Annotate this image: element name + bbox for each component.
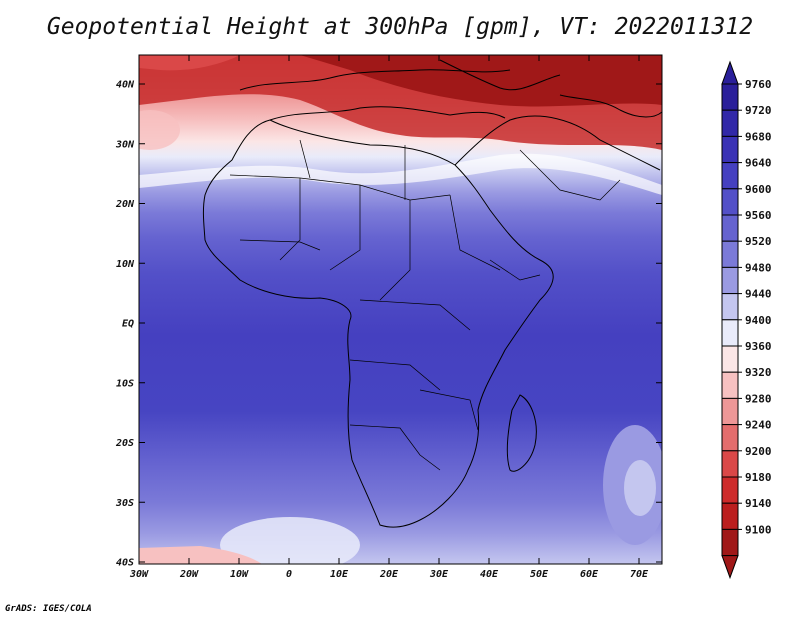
- border-chad: [379, 200, 411, 301]
- lat-tick-label: 30S: [115, 498, 134, 509]
- lon-tick-label: 0: [286, 569, 292, 580]
- colorbar-label: 9440: [745, 288, 772, 301]
- colorbar-label: 9180: [745, 471, 772, 484]
- colorbar-label: 9560: [745, 209, 772, 222]
- border-congo: [359, 299, 471, 331]
- longitude-ticks: 30W 20W 10W 0 10E 20E 30E 40E 50E 60E 70E: [129, 55, 649, 580]
- colorbar-swatch: [721, 424, 739, 452]
- colorbar-swatch: [721, 397, 739, 426]
- colorbar-swatch: [721, 214, 739, 242]
- colorbar-swatch: [721, 83, 739, 111]
- lat-tick-label: 20N: [115, 199, 135, 210]
- lat-tick-label: EQ: [122, 319, 134, 330]
- madagascar-outline: [506, 394, 537, 472]
- lon-tick-label: 40E: [480, 569, 499, 580]
- border-mozambique: [419, 389, 479, 431]
- border-algeria-tunisia: [299, 139, 311, 179]
- southeast-ridge-core: [624, 460, 656, 516]
- colorbar-label: 9100: [745, 523, 772, 536]
- colorbar-swatch: [721, 240, 739, 268]
- colorbar-swatch: [721, 502, 739, 530]
- colorbar-swatch: [721, 293, 739, 321]
- colorbar-label: 9600: [745, 183, 772, 196]
- border-angola: [349, 359, 441, 391]
- colorbar-label: 9520: [745, 235, 772, 248]
- colorbar-label: 9320: [745, 366, 772, 379]
- lat-tick-label: 10N: [116, 259, 135, 270]
- mediterranean-south: [269, 106, 506, 121]
- black-sea: [439, 59, 561, 91]
- south-atlantic-white: [220, 517, 360, 564]
- colorbar-label: 9680: [745, 130, 772, 143]
- asia-coast: [559, 94, 662, 118]
- border-west-africa: [239, 239, 321, 251]
- lon-tick-label: 10E: [330, 569, 349, 580]
- colorbar-label: 9400: [745, 314, 772, 327]
- lat-tick-label: 40S: [116, 558, 134, 569]
- africa-outline: [202, 119, 554, 528]
- lat-tick-label: 40N: [116, 80, 135, 91]
- mediterranean-north: [239, 69, 511, 91]
- latitude-ticks: 40N 30N 20N 10N EQ 10S 20S 30S 40S: [115, 80, 662, 569]
- credit-text: GrADS: IGES/COLA: [5, 604, 92, 614]
- colorbar-label: 9720: [745, 104, 772, 117]
- plot-frame: [138, 54, 663, 565]
- border-horn: [489, 259, 541, 281]
- colorbar-swatch: [721, 109, 739, 137]
- colorbar-label: 9640: [745, 157, 772, 170]
- lon-tick-label: 30W: [129, 569, 149, 580]
- white-band: [139, 153, 662, 195]
- chart-title: Geopotential Height at 300hPa [gpm], VT:…: [46, 14, 754, 40]
- lat-tick-label: 10S: [116, 378, 134, 389]
- colorbar-swatch: [721, 188, 739, 216]
- lon-tick-label: 10W: [230, 569, 249, 580]
- northwest-low: [139, 55, 240, 71]
- lon-tick-label: 20E: [379, 569, 399, 580]
- border-sudan: [449, 194, 501, 271]
- lon-tick-label: 60E: [580, 569, 599, 580]
- southwest-pink: [139, 546, 262, 564]
- coastlines: [202, 59, 662, 528]
- colorbar-swatch: [721, 371, 739, 399]
- colorbar-swatch: [721, 135, 739, 164]
- country-borders: [229, 139, 621, 471]
- colorbar-label: 9200: [745, 445, 772, 458]
- lon-tick-label: 50E: [530, 569, 549, 580]
- colorbar-label: 9140: [745, 497, 772, 510]
- colorbar-label: 9240: [745, 419, 772, 432]
- colorbar-label: 9360: [745, 340, 772, 353]
- colorbar-bottom-arrow: [721, 555, 739, 580]
- colorbar-label: 9280: [745, 392, 772, 405]
- colorbar-swatch: [721, 266, 739, 295]
- lat-tick-label: 20S: [115, 438, 134, 449]
- colorbar-label: 9480: [745, 261, 772, 274]
- colorbar-swatch: [721, 450, 739, 478]
- border-arabia: [519, 149, 621, 201]
- border-niger: [329, 185, 361, 271]
- border-namibia: [349, 424, 441, 471]
- west-pink-patch: [139, 110, 180, 150]
- colorbar-swatch: [721, 162, 739, 190]
- colorbar: 9760 9720 9680 9640 9600 9560 9520 9480 9440 9400…: [721, 60, 772, 580]
- height-field: [139, 55, 662, 564]
- colorbar-top-arrow: [721, 60, 739, 85]
- lat-tick-label: 30N: [115, 139, 135, 150]
- border-mali: [279, 178, 301, 261]
- colorbar-swatch: [721, 345, 739, 373]
- colorbar-swatch: [721, 319, 739, 347]
- lon-tick-label: 70E: [630, 569, 649, 580]
- lon-tick-label: 20W: [179, 569, 199, 580]
- trough-deep: [300, 55, 662, 107]
- colorbar-swatch: [721, 528, 739, 557]
- middle-east-coast: [454, 115, 661, 171]
- lon-tick-label: 30E: [429, 569, 449, 580]
- colorbar-label: 9760: [745, 78, 772, 91]
- colorbar-swatch: [721, 476, 739, 504]
